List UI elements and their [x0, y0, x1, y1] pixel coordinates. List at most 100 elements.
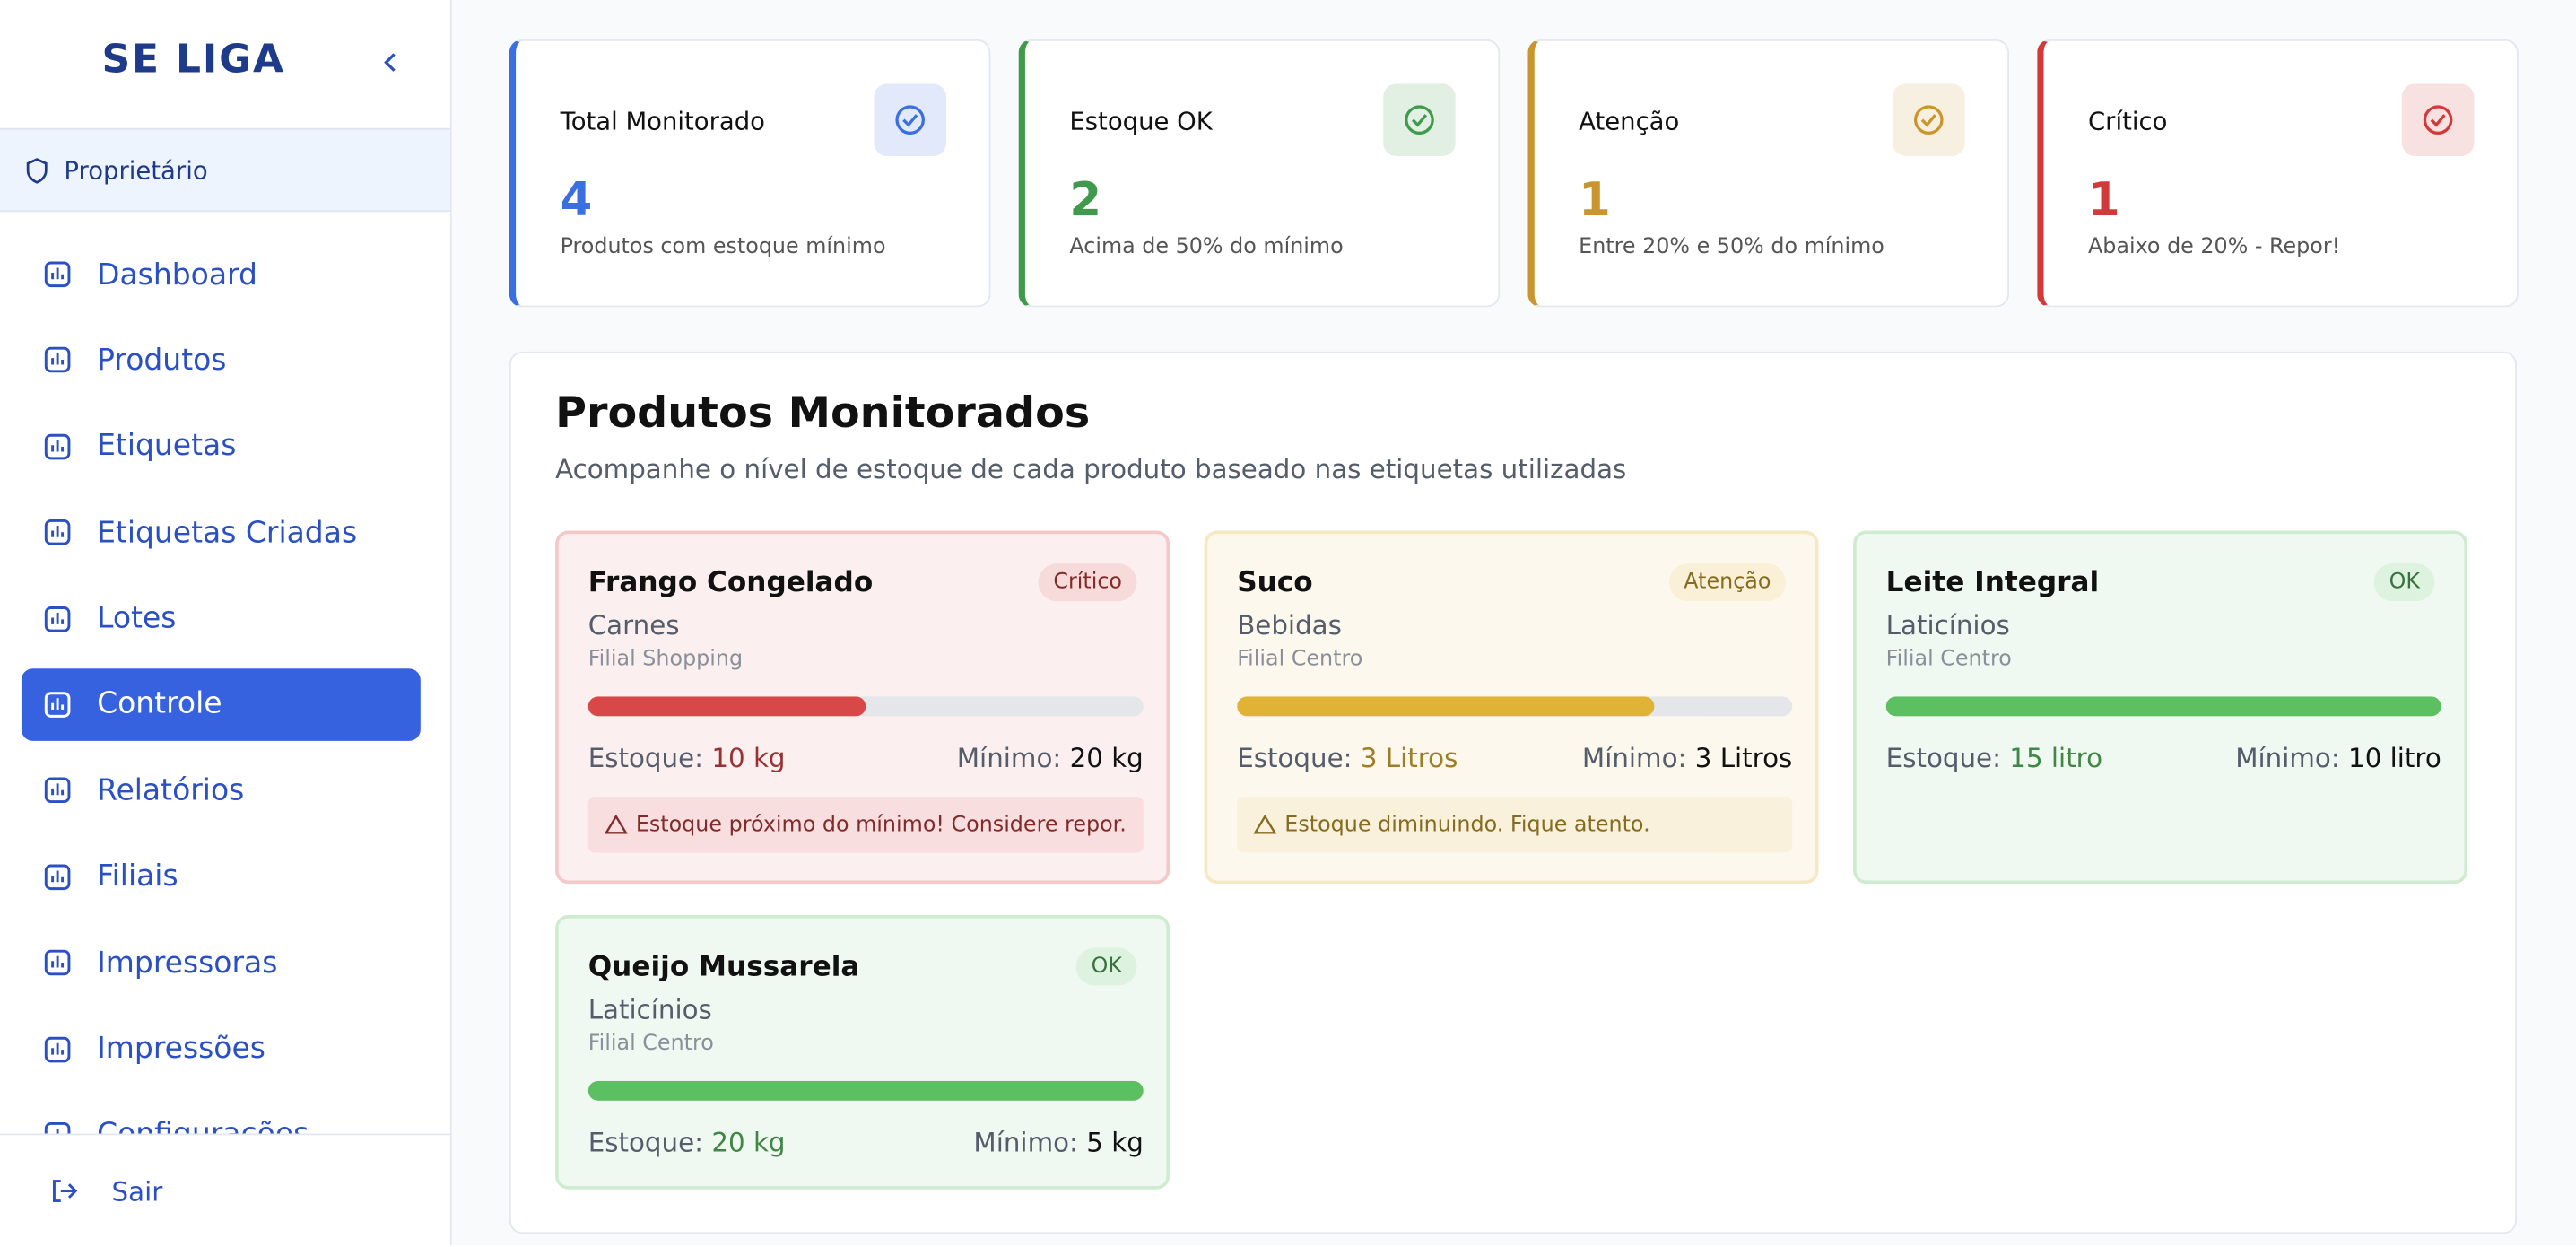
nav-item[interactable]: Produtos — [22, 324, 421, 397]
product-branch: Filial Centro — [587, 1031, 714, 1057]
minimum-label: Mínimo: — [956, 742, 1062, 774]
nav-label[interactable]: Impressões — [97, 1031, 265, 1067]
minimum-value: 10 litro — [2348, 742, 2441, 774]
role-label: Proprietário — [64, 155, 208, 185]
stat-icon — [1893, 83, 1965, 156]
minimum-label: Mínimo: — [973, 1127, 1078, 1158]
products-panel: Produtos Monitorados Acompanhe o nível d… — [509, 351, 2518, 1234]
stock-value: 15 litro — [2009, 742, 2103, 774]
stat-icon — [1383, 83, 1456, 156]
alert-text: Estoque próximo do mínimo! Considere rep… — [635, 812, 1127, 837]
progress-fill — [1885, 696, 2441, 717]
minimum: Mínimo: 10 litro — [2235, 743, 2441, 774]
nav-item[interactable]: Filiais — [22, 841, 421, 913]
progress-fill — [587, 696, 866, 717]
status-badge: OK — [1076, 947, 1137, 986]
product-card: Frango Congelado Crítico Carnes Filial Shop… — [555, 530, 1171, 885]
alert-message: Estoque diminuindo. Fique atento. — [1237, 797, 1793, 853]
nav-item[interactable]: Etiquetas Criadas — [22, 496, 421, 569]
progress-track — [1885, 696, 2441, 717]
section-subtitle: Acompanhe o nível de estoque de cada pro… — [555, 453, 1627, 485]
nav-label[interactable]: Relatórios — [97, 773, 245, 808]
minimum-value: 3 Litros — [1694, 742, 1793, 774]
minimum-label: Mínimo: — [2235, 742, 2340, 774]
logout-label[interactable]: Sair — [111, 1175, 163, 1207]
progress-track — [587, 696, 1144, 717]
stock-row: Estoque: 20 kg Mínimo: 5 kg — [588, 1127, 1144, 1158]
stat-description: Produtos com estoque mínimo — [560, 234, 886, 260]
nav-label[interactable]: Filiais — [97, 859, 178, 894]
stock-label: Estoque: — [587, 1127, 704, 1158]
nav-item[interactable]: Etiquetas — [22, 410, 421, 483]
alert-message: Estoque próximo do mínimo! Considere rep… — [587, 797, 1144, 853]
product-name: Leite Integral — [1885, 566, 2100, 600]
nav-item[interactable]: Impressoras — [22, 927, 421, 999]
stat-value: 2 — [1069, 172, 1102, 227]
stock-label: Estoque: — [587, 742, 704, 774]
nav-label[interactable]: Lotes — [97, 601, 177, 636]
nav-item[interactable]: Dashboard — [22, 239, 421, 311]
product-card: Leite Integral OK Laticínios Filial Centro E… — [1853, 530, 2468, 885]
stat-card: Estoque OK 2 Acima de 50% do mínimo — [1018, 39, 1501, 308]
stock-value: 3 Litros — [1360, 742, 1458, 774]
nav-label[interactable]: Dashboard — [97, 257, 257, 292]
product-branch: Filial Centro — [1885, 647, 2012, 672]
minimum: Mínimo: 3 Litros — [1582, 743, 1792, 774]
progress-track — [587, 1080, 1144, 1101]
nav-label[interactable]: Controle — [97, 687, 222, 722]
nav-item[interactable]: Configurações — [22, 1099, 421, 1134]
nav-item[interactable]: Impressões — [22, 1013, 421, 1086]
nav-label[interactable]: Etiquetas — [97, 429, 237, 464]
stock-label: Estoque: — [1237, 742, 1353, 774]
alert-text: Estoque diminuindo. Fique atento. — [1284, 812, 1650, 837]
stock-row: Estoque: 10 kg Mínimo: 20 kg — [588, 743, 1144, 774]
stat-title: Crítico — [2087, 107, 2168, 136]
product-name: Frango Congelado — [587, 566, 874, 600]
nav-label[interactable]: Configurações — [97, 1118, 309, 1134]
nav-label[interactable]: Produtos — [97, 343, 227, 378]
role: Proprietário — [0, 127, 450, 213]
stat-description: Entre 20% e 50% do mínimo — [1579, 234, 1884, 260]
minimum-value: 20 kg — [1069, 742, 1144, 774]
nav-label[interactable]: Etiquetas Criadas — [97, 515, 358, 550]
stock-label: Estoque: — [1885, 742, 2001, 774]
stat-card: Crítico 1 Abaixo de 20% - Repor! — [2037, 39, 2519, 308]
section-title: Produtos Monitorados — [555, 388, 1091, 439]
nav-item[interactable]: Controle — [21, 668, 421, 741]
progress-track — [1237, 696, 1793, 717]
stat-card: Total Monitorado 4 Produtos com estoque mí… — [509, 39, 991, 308]
product-category: Bebidas — [1237, 609, 1342, 641]
nav-label[interactable]: Impressoras — [97, 946, 278, 981]
stat-value: 4 — [560, 172, 593, 227]
stock-row: Estoque: 3 Litros Mínimo: 3 Litros — [1237, 743, 1792, 774]
nav-item[interactable]: Relatórios — [22, 754, 421, 827]
stat-title: Atenção — [1579, 107, 1680, 136]
collapse-button[interactable] — [378, 49, 404, 75]
status-badge: Crítico — [1038, 563, 1137, 602]
product-card: Suco Atenção Bebidas Filial Centro Estoque: … — [1204, 530, 1819, 885]
stat-card: Atenção 1 Entre 20% e 50% do mínimo — [1527, 39, 2010, 308]
stock-row: Estoque: 15 litro Mínimo: 10 litro — [1886, 743, 2441, 774]
nav-item[interactable]: Lotes — [22, 582, 421, 655]
stock: Estoque: 20 kg — [588, 1127, 786, 1158]
minimum: Mínimo: 20 kg — [957, 743, 1144, 774]
progress-fill — [587, 1080, 1144, 1101]
stat-description: Acima de 50% do mínimo — [1069, 234, 1344, 260]
product-name: Suco — [1237, 566, 1313, 600]
product-category: Laticínios — [587, 993, 712, 1025]
sidebar: SE LIGA Proprietário Dashboard Produtos Et… — [0, 0, 452, 1245]
progress-fill — [1237, 696, 1654, 717]
product-branch: Filial Shopping — [587, 647, 744, 672]
stat-value: 1 — [2087, 172, 2120, 227]
minimum-value: 5 kg — [1086, 1127, 1144, 1158]
product-branch: Filial Centro — [1237, 647, 1363, 672]
product-card: Queijo Mussarela OK Laticínios Filial Centr… — [555, 914, 1171, 1190]
stock: Estoque: 3 Litros — [1237, 743, 1458, 774]
logout[interactable]: Sair — [0, 1133, 450, 1246]
stock-value: 20 kg — [711, 1127, 786, 1158]
stock: Estoque: 15 litro — [1886, 743, 2102, 774]
stock-value: 10 kg — [711, 742, 786, 774]
stat-icon — [2401, 83, 2475, 156]
